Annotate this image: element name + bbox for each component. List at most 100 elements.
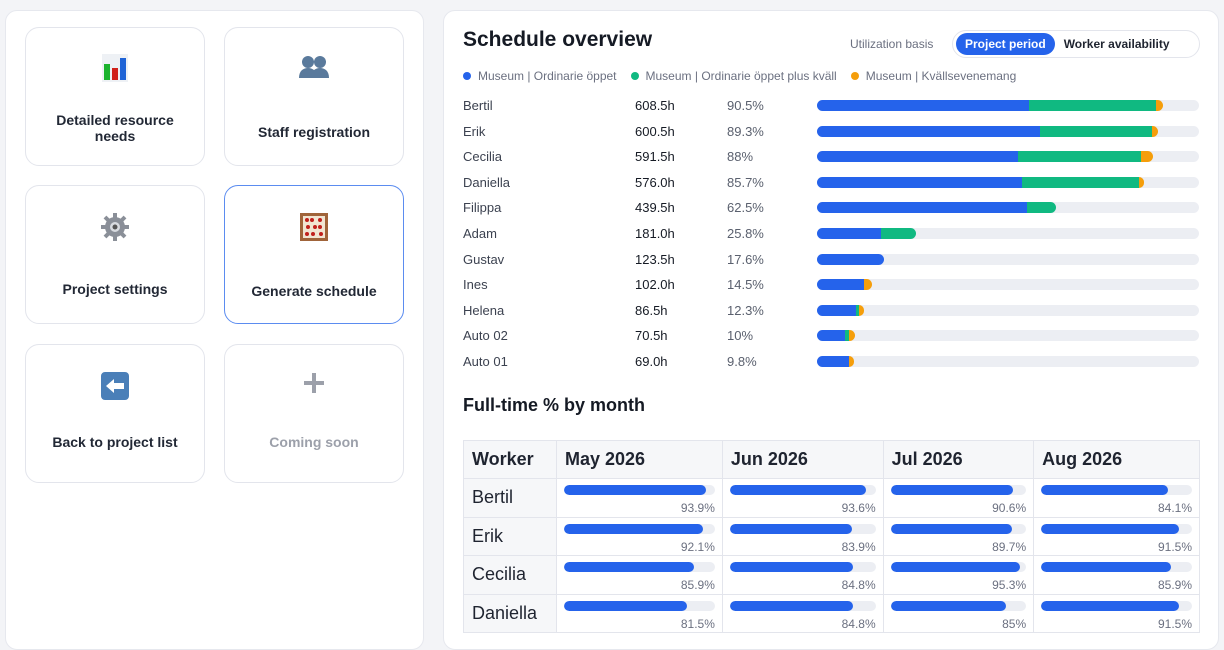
fulltime-value: 95.3% xyxy=(992,578,1027,592)
tile-project-settings[interactable]: Project settings xyxy=(25,185,205,324)
bar-segment-1 xyxy=(817,202,1028,214)
bar-chart-icon xyxy=(26,54,204,84)
worker-name: Daniella xyxy=(463,174,510,190)
worker-row: Bertil 608.5h 90.5% xyxy=(463,95,1203,115)
worker-hours: 181.0h xyxy=(635,226,675,241)
month-cell: 83.9% xyxy=(721,516,884,556)
worker-hours: 600.5h xyxy=(635,123,675,139)
worker-name: Daniella xyxy=(463,593,557,633)
bar-segment-2 xyxy=(1027,202,1056,214)
bar-segment-1 xyxy=(817,228,881,239)
worker-percent: 62.5% xyxy=(727,200,764,216)
utilization-bar xyxy=(817,202,1199,214)
fulltime-bar-fill xyxy=(890,523,1013,534)
tile-detailed-resource-needs[interactable]: Detailed resource needs xyxy=(25,27,205,166)
worker-percent: 89.3% xyxy=(727,123,764,139)
schedule-panel: Schedule overview Utilization basis Proj… xyxy=(443,10,1219,650)
month-cell: 81.5% xyxy=(556,593,723,633)
tile-label: Generate schedule xyxy=(251,283,377,299)
fulltime-value: 83.9% xyxy=(841,539,876,554)
toggle-project-period[interactable]: Project period xyxy=(956,33,1055,55)
fulltime-bar-fill xyxy=(1041,562,1171,572)
column-header: Jun 2026 xyxy=(721,440,884,479)
utilization-bar xyxy=(817,151,1199,163)
month-cell: 91.5% xyxy=(1033,593,1200,633)
worker-name: Cecilia xyxy=(463,149,503,165)
worker-row: Filippa 439.5h 62.5% xyxy=(463,197,1203,217)
fulltime-bar-fill xyxy=(1041,600,1180,611)
bar-segment-1 xyxy=(817,125,1041,137)
column-header: May 2026 xyxy=(556,440,723,479)
fulltime-bar xyxy=(890,600,1027,611)
utilization-bar xyxy=(817,253,1199,265)
bar-segment-2 xyxy=(855,304,859,316)
fulltime-bar-fill xyxy=(729,485,867,495)
fulltime-value: 84.8% xyxy=(841,578,876,592)
month-cell: 84.8% xyxy=(721,593,884,633)
fulltime-value: 84.8% xyxy=(841,616,876,631)
worker-row: Erik 600.5h 89.3% xyxy=(463,121,1203,141)
bar-segment-2 xyxy=(1017,151,1141,163)
fulltime-value: 90.6% xyxy=(992,501,1027,515)
month-cell: 91.5% xyxy=(1033,516,1200,556)
worker-name: Auto 02 xyxy=(463,328,508,344)
legend-label: Museum | Kvällsevenemang xyxy=(865,69,1017,83)
fulltime-bar-fill xyxy=(564,562,694,572)
bar-segment-1 xyxy=(817,253,885,265)
worker-hours: 69.0h xyxy=(635,354,668,369)
bar-segment-3 xyxy=(1138,176,1145,188)
fulltime-value: 81.5% xyxy=(680,616,715,631)
worker-percent: 9.8% xyxy=(727,354,757,369)
month-cell: 85.9% xyxy=(556,555,723,595)
bar-segment-2 xyxy=(1029,100,1156,111)
worker-name: Auto 01 xyxy=(463,354,508,369)
fulltime-bar xyxy=(564,523,715,534)
legend-dot xyxy=(630,72,639,80)
tile-label: Back to project list xyxy=(52,434,178,450)
fulltime-bar-fill xyxy=(1041,485,1168,495)
worker-hours: 439.5h xyxy=(635,200,675,216)
worker-percent: 12.3% xyxy=(727,302,764,318)
month-cell: 93.6% xyxy=(721,478,884,518)
worker-row: Auto 02 70.5h 10% xyxy=(463,325,1203,345)
worker-name: Adam xyxy=(463,226,497,241)
bar-segment-3 xyxy=(849,330,856,342)
worker-row: Ines 102.0h 14.5% xyxy=(463,274,1203,294)
page-title: Schedule overview xyxy=(463,28,653,51)
tile-generate-schedule[interactable]: Generate schedule xyxy=(224,185,404,324)
month-cell: 95.3% xyxy=(882,555,1035,595)
worker-hours: 123.5h xyxy=(635,251,675,267)
tile-staff-registration[interactable]: Staff registration xyxy=(224,27,404,166)
worker-hours: 70.5h xyxy=(635,328,668,344)
fulltime-value: 93.6% xyxy=(841,501,876,515)
fulltime-bar-fill xyxy=(729,523,853,534)
utilization-bar xyxy=(817,228,1199,239)
worker-name: Bertil xyxy=(463,98,493,113)
month-cell: 85% xyxy=(882,593,1035,633)
bar-segment-1 xyxy=(817,279,864,291)
table-row: Daniella 81.5% 84.8% 85% 91.5% xyxy=(463,593,1200,633)
worker-percent: 14.5% xyxy=(727,277,764,293)
fulltime-value: 85% xyxy=(1002,616,1027,631)
month-cell: 93.9% xyxy=(556,478,723,518)
legend-item: Museum | Ordinarie öppet plus kväll xyxy=(630,69,837,83)
fulltime-bar xyxy=(729,562,876,572)
fulltime-bar-fill xyxy=(890,600,1006,611)
fulltime-bar xyxy=(564,562,715,572)
bar-segment-3 xyxy=(1140,151,1154,163)
utilization-bar xyxy=(817,100,1199,111)
bar-segment-1 xyxy=(817,356,850,367)
tile-label: Project settings xyxy=(62,281,168,297)
fulltime-bar xyxy=(890,523,1027,534)
fulltime-bar-fill xyxy=(890,485,1014,495)
fulltime-bar-fill xyxy=(564,600,687,611)
fulltime-bar xyxy=(890,562,1027,572)
fulltime-bar xyxy=(890,485,1027,495)
legend-label: Museum | Ordinarie öppet plus kväll xyxy=(645,69,837,83)
worker-hours: 591.5h xyxy=(635,149,675,165)
worker-name: Filippa xyxy=(463,200,502,216)
worker-name: Bertil xyxy=(463,478,557,518)
tile-back-to-project-list[interactable]: Back to project list xyxy=(25,344,205,483)
fulltime-bar xyxy=(1041,562,1192,572)
toggle-worker-availability[interactable]: Worker availability xyxy=(1063,37,1170,51)
